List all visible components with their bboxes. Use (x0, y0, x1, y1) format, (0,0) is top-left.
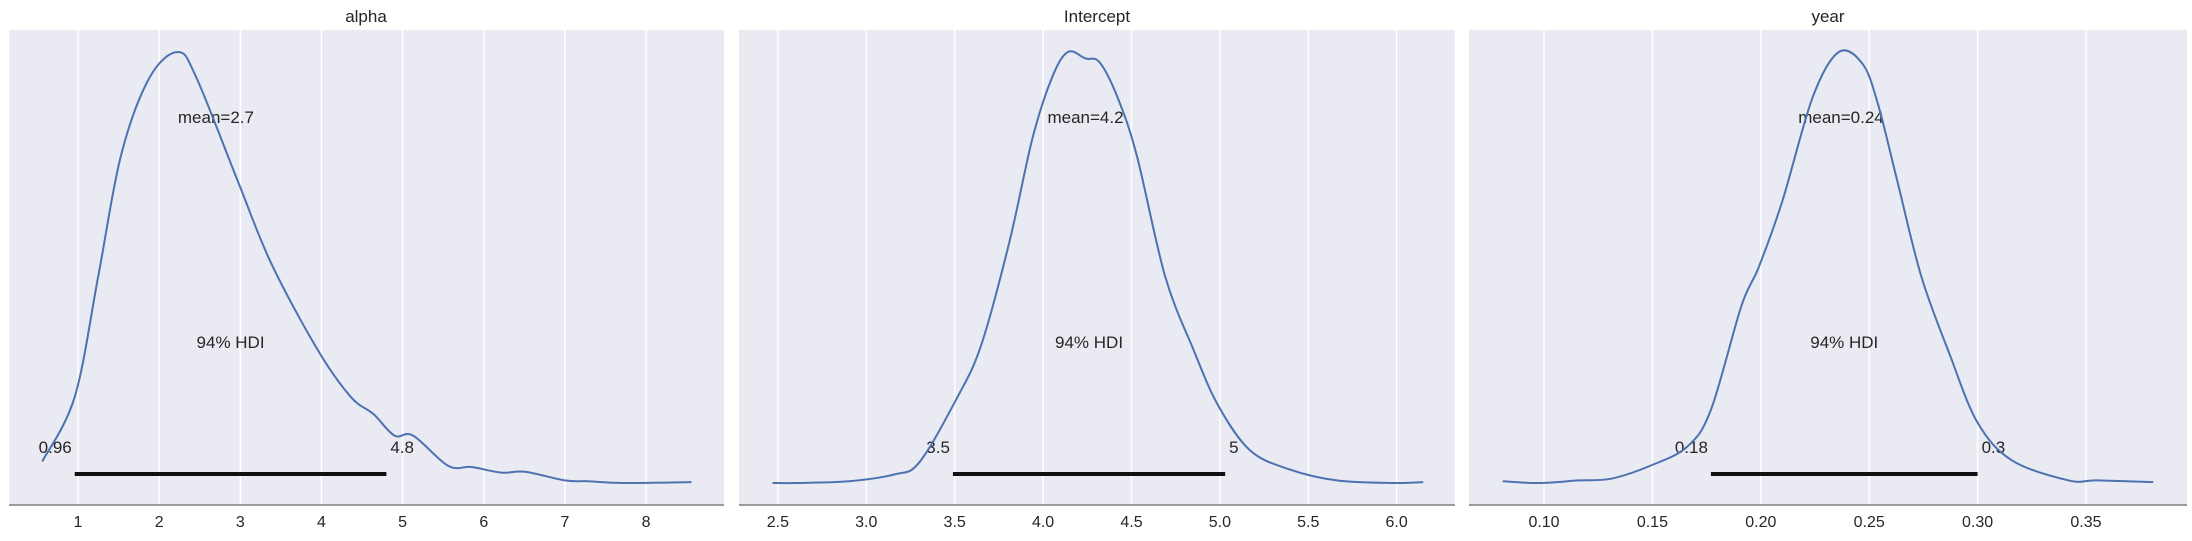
hdi-high-label: 0.3 (1982, 438, 2006, 457)
x-tick-label: 0.30 (1962, 514, 1993, 531)
x-tick-label: 3.0 (855, 514, 877, 531)
x-tick-label: 0.25 (1854, 514, 1885, 531)
hdi-low-label: 0.18 (1675, 438, 1708, 457)
x-tick-label: 0.35 (2070, 514, 2101, 531)
density-line (1502, 49, 2154, 485)
x-tick-label: 4.5 (1120, 514, 1142, 531)
x-tick-label: 5.0 (1209, 514, 1231, 531)
plot-area (1469, 30, 2187, 506)
mean-label: mean=2.7 (178, 108, 254, 127)
x-tick-label: 0.15 (1637, 514, 1668, 531)
x-tick-label: 0.10 (1528, 514, 1559, 531)
x-tick-label: 6.0 (1386, 514, 1408, 531)
x-tick-label: 0.20 (1745, 514, 1776, 531)
x-tick-label: 1 (74, 514, 83, 531)
mean-label: mean=4.2 (1047, 108, 1123, 127)
density-line (772, 50, 1424, 485)
plot-background (9, 30, 724, 505)
panel-title: alpha (345, 7, 387, 26)
x-tick-label: 3.5 (944, 514, 966, 531)
density-line (41, 50, 692, 485)
x-tick-label: 7 (560, 514, 569, 531)
x-tick-label: 3 (236, 514, 245, 531)
hdi-label: 94% HDI (1055, 333, 1123, 352)
hdi-high-label: 4.8 (390, 438, 414, 457)
x-tick-label: 2.5 (767, 514, 789, 531)
plot-background (739, 30, 1455, 505)
x-tick-label: 2 (155, 514, 164, 531)
plot-area (739, 30, 1455, 506)
x-tick-label: 4.0 (1032, 514, 1054, 531)
panel-title: Intercept (1064, 7, 1130, 26)
x-tick-label: 4 (317, 514, 326, 531)
x-tick-label: 6 (479, 514, 488, 531)
x-tick-label: 5.5 (1297, 514, 1319, 531)
hdi-label: 94% HDI (197, 333, 265, 352)
hdi-label: 94% HDI (1810, 333, 1878, 352)
hdi-high-label: 5 (1229, 438, 1238, 457)
plot-background (1469, 30, 2187, 505)
panel-year: year mean=0.24 94% HDI 0.18 0.3 0.10 0.15… (1469, 7, 2187, 531)
panel-intercept: Intercept mean=4.2 94% HDI 3.5 5 2.5 3.0 3… (739, 7, 1455, 531)
panel-title: year (1811, 7, 1844, 26)
plot-area (9, 30, 724, 506)
x-tick-label: 5 (398, 514, 407, 531)
mean-label: mean=0.24 (1798, 108, 1884, 127)
x-tick-label: 8 (642, 514, 651, 531)
